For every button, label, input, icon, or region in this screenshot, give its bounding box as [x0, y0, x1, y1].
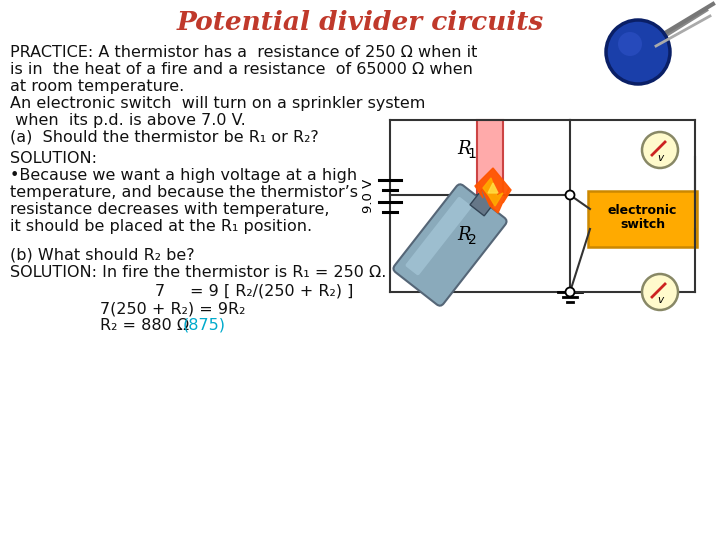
Text: SOLUTION:: SOLUTION:: [10, 151, 97, 166]
Text: at room temperature.: at room temperature.: [10, 79, 184, 94]
Circle shape: [642, 132, 678, 168]
FancyBboxPatch shape: [477, 120, 503, 195]
Text: 7: 7: [155, 284, 165, 299]
FancyBboxPatch shape: [405, 197, 472, 275]
Text: temperature, and because the thermistor’s: temperature, and because the thermistor’…: [10, 185, 358, 200]
Text: R: R: [457, 140, 471, 159]
Text: (a)  Should the thermistor be R₁ or R₂?: (a) Should the thermistor be R₁ or R₂?: [10, 130, 319, 145]
Polygon shape: [488, 183, 498, 193]
Text: R: R: [457, 226, 471, 245]
Text: An electronic switch  will turn on a sprinkler system: An electronic switch will turn on a spri…: [10, 96, 426, 111]
Text: it should be placed at the R₁ position.: it should be placed at the R₁ position.: [10, 219, 312, 234]
Circle shape: [606, 20, 670, 84]
Text: when  its p.d. is above 7.0 V.: when its p.d. is above 7.0 V.: [10, 113, 246, 128]
Text: v: v: [657, 295, 663, 305]
Text: 1: 1: [467, 146, 477, 160]
Circle shape: [642, 274, 678, 310]
Text: SOLUTION: In fire the thermistor is R₁ = 250 Ω.: SOLUTION: In fire the thermistor is R₁ =…: [10, 265, 387, 280]
Text: PRACTICE: A thermistor has a  resistance of 250 Ω when it: PRACTICE: A thermistor has a resistance …: [10, 45, 477, 60]
Circle shape: [565, 191, 575, 199]
FancyBboxPatch shape: [470, 187, 498, 216]
Text: is in  the heat of a fire and a resistance  of 65000 Ω when: is in the heat of a fire and a resistanc…: [10, 62, 473, 77]
Polygon shape: [483, 178, 503, 206]
Text: v: v: [657, 153, 663, 163]
Circle shape: [565, 287, 575, 296]
Circle shape: [618, 32, 642, 56]
Text: •Because we want a high voltage at a high: •Because we want a high voltage at a hig…: [10, 168, 357, 183]
Text: = 9 [ R₂/(250 + R₂) ]: = 9 [ R₂/(250 + R₂) ]: [190, 284, 354, 299]
Text: Potential divider circuits: Potential divider circuits: [176, 10, 544, 35]
Text: 2: 2: [467, 233, 477, 246]
FancyBboxPatch shape: [393, 184, 507, 306]
Polygon shape: [475, 168, 511, 213]
Text: R₂ = 880 Ω: R₂ = 880 Ω: [100, 318, 199, 333]
FancyBboxPatch shape: [588, 191, 697, 247]
Text: 9.0 V: 9.0 V: [361, 179, 374, 213]
Text: electronic: electronic: [608, 204, 678, 217]
Text: 7(250 + R₂) = 9R₂: 7(250 + R₂) = 9R₂: [100, 301, 246, 316]
Text: switch: switch: [620, 219, 665, 232]
Text: (b) What should R₂ be?: (b) What should R₂ be?: [10, 248, 194, 263]
Text: resistance decreases with temperature,: resistance decreases with temperature,: [10, 202, 330, 217]
Text: (875): (875): [183, 318, 226, 333]
